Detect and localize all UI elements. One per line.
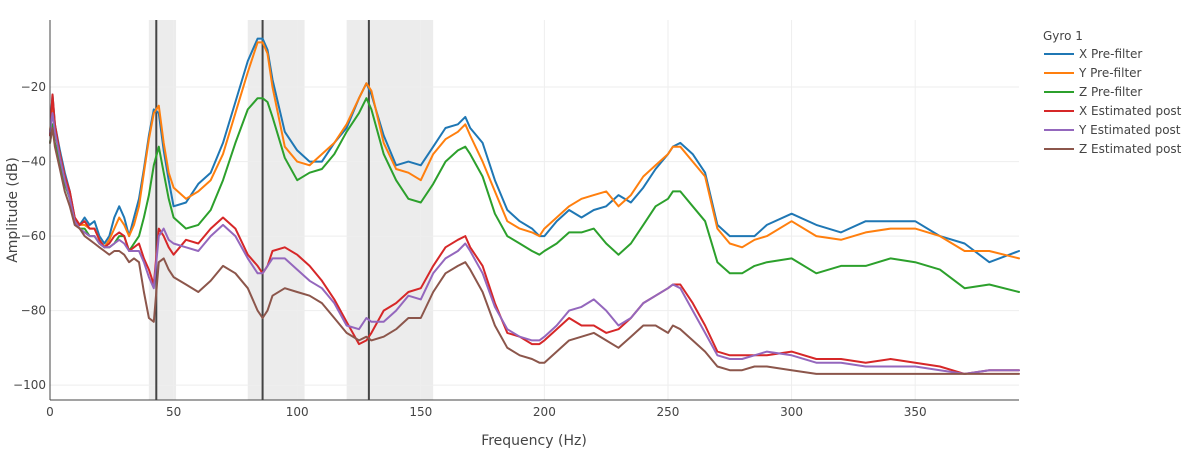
legend-item-label: X Estimated post — [1079, 104, 1182, 118]
shaded-band — [247, 20, 305, 400]
x-tick-label: 200 — [533, 405, 556, 419]
series-line-z-pre-filter — [49, 97, 1020, 293]
y-axis-title: Amplitude (dB) — [5, 157, 21, 263]
shaded-bands — [148, 20, 434, 400]
legend-title: Gyro 1 — [1043, 29, 1083, 43]
legend-item-label: Y Pre-filter — [1078, 66, 1142, 80]
tick-labels: 0 50 100 150 200 250 300 350 −20 −40 −60 −80 −100 — [13, 80, 927, 419]
legend-item-label: X Pre-filter — [1079, 47, 1142, 61]
legend-item-label: Z Estimated post — [1079, 142, 1182, 156]
legend-item-label: Y Estimated post — [1078, 123, 1181, 137]
legend-item-label: Z Pre-filter — [1079, 85, 1142, 99]
x-axis-title: Frequency (Hz) — [481, 433, 587, 449]
axes — [49, 20, 1019, 401]
y-tick-label: −20 — [21, 80, 46, 94]
x-tick-label: 0 — [46, 405, 54, 419]
y-tick-label: −80 — [21, 304, 46, 318]
series-line-y-pre-filter — [49, 41, 1020, 260]
y-tick-label: −100 — [13, 378, 46, 392]
x-tick-label: 250 — [657, 405, 680, 419]
x-tick-label: 350 — [904, 405, 927, 419]
x-tick-label: 150 — [409, 405, 432, 419]
x-tick-label: 50 — [166, 405, 181, 419]
x-tick-label: 300 — [780, 405, 803, 419]
x-tick-label: 100 — [286, 405, 309, 419]
series-lines — [49, 37, 1020, 375]
series-line-x-estimated-post — [49, 93, 1020, 375]
y-tick-label: −60 — [21, 229, 46, 243]
series-line-y-estimated-post — [49, 112, 1020, 375]
shaded-band — [346, 20, 434, 400]
y-tick-label: −40 — [21, 155, 46, 169]
plot-background — [50, 20, 1019, 400]
legend[interactable]: Gyro 1 X Pre-filter Y Pre-filter Z Pre-fil… — [1043, 29, 1182, 156]
series-line-z-estimated-post — [49, 127, 1020, 375]
